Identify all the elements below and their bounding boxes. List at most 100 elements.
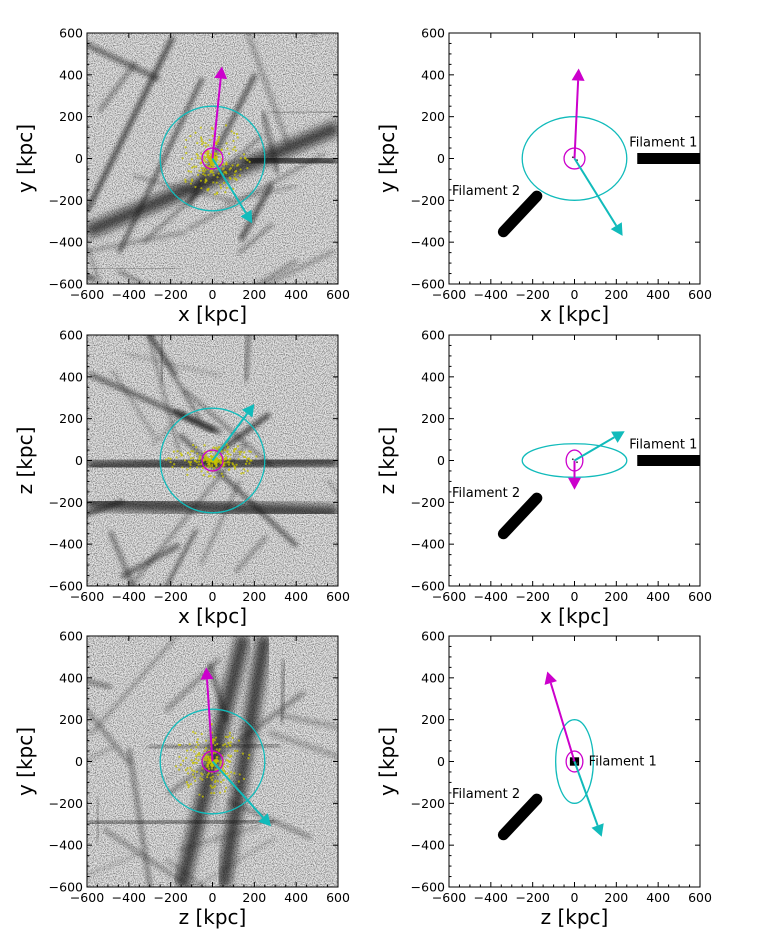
filament-line-2 [497, 190, 543, 238]
y-tick-label: 600 [59, 26, 83, 41]
x-tick-label: 600 [688, 890, 712, 905]
x-tick-label: 600 [688, 589, 712, 604]
halo-particle [217, 138, 220, 141]
halo-particle [195, 741, 199, 744]
halo-particle [237, 739, 241, 742]
halo-particle [164, 458, 168, 461]
halo-particle [202, 473, 205, 477]
halo-particle [219, 781, 223, 784]
halo-particle [214, 779, 217, 782]
halo-particle [204, 142, 207, 145]
y-axis-label: y [kpc] [13, 124, 37, 193]
y-axis-label: y [kpc] [13, 727, 37, 796]
halo-particle [200, 152, 203, 156]
halo-particle [195, 466, 199, 469]
x-tick-label: 0 [209, 589, 217, 604]
halo-particle [248, 450, 251, 453]
halo-particle [179, 763, 182, 766]
density-streak [87, 274, 96, 282]
cyan-arrow-shaft [573, 157, 618, 227]
halo-particle [211, 741, 215, 745]
halo-particle [214, 156, 218, 159]
halo-particle [209, 465, 212, 468]
halo-particle [214, 768, 217, 771]
halo-particle [224, 457, 227, 460]
x-axis-label: x [kpc] [178, 604, 247, 628]
halo-particle [217, 445, 221, 449]
filament-line-2 [497, 492, 543, 540]
density-streak [117, 269, 146, 284]
halo-particle [171, 465, 174, 469]
y-tick-label: 600 [421, 328, 445, 343]
x-axis-label: x [kpc] [178, 302, 247, 326]
halo-particle [191, 166, 194, 169]
density-streak [233, 535, 268, 574]
x-tick-label: 400 [646, 589, 670, 604]
halo-particle [190, 759, 193, 762]
halo-particle [230, 771, 233, 774]
magenta-arrow-shaft [211, 78, 222, 159]
halo-particle [200, 139, 203, 143]
halo-particle [179, 743, 182, 747]
halo-particle [206, 152, 209, 156]
halo-particle [207, 143, 210, 147]
halo-particle [225, 745, 228, 748]
halo-particle [194, 732, 197, 735]
halo-particle [199, 157, 202, 160]
halo-particle [206, 761, 209, 764]
density-streak [95, 796, 100, 843]
halo-particle [211, 764, 214, 768]
halo-particle [206, 458, 209, 461]
x-tick-label: −600 [432, 890, 466, 905]
panel-top-right: Filament 1 Filament 2 −600−600 −400 −400 −200… [375, 26, 712, 327]
density-streak [268, 730, 338, 759]
halo-particle [216, 759, 219, 762]
panel-top-left: −600−600 −400 −400 −200 −200 0 0 200 200 400 400 60… [13, 26, 350, 327]
halo-particle [172, 450, 175, 453]
halo-particle [215, 192, 219, 195]
x-tick-label: −400 [474, 890, 508, 905]
halo-particle [255, 455, 258, 458]
halo-particle [198, 460, 201, 463]
halo-particle [225, 161, 228, 164]
density-streak [89, 636, 178, 736]
halo-particle [206, 773, 209, 776]
halo-particle [210, 126, 213, 129]
y-tick-label: −400 [49, 235, 83, 250]
x-axis-label: x [kpc] [540, 302, 609, 326]
y-tick-label: 200 [59, 109, 83, 124]
density-streak [311, 33, 314, 37]
halo-particle [235, 132, 239, 136]
halo-particle [228, 731, 232, 734]
halo-particle [210, 153, 213, 156]
halo-particle [204, 757, 208, 760]
halo-particle [228, 734, 231, 737]
x-tick-label: −400 [112, 589, 146, 604]
density-streak [87, 852, 142, 876]
panel-bottom-right: Filament 1 Filament 2 −600−600 −400 −400 −200… [375, 629, 712, 930]
halo-particle [220, 450, 223, 453]
y-tick-label: 0 [75, 754, 83, 769]
halo-particle [192, 165, 195, 168]
y-tick-label: 400 [421, 369, 445, 384]
halo-particle [238, 773, 241, 776]
halo-particle [186, 767, 189, 770]
halo-particle [206, 470, 209, 474]
halo-particle [201, 795, 204, 798]
magenta-arrow-head [200, 667, 214, 680]
halo-particle [222, 779, 225, 782]
density-streak [237, 222, 274, 255]
halo-particle [227, 760, 230, 763]
x-tick-label: 0 [571, 890, 579, 905]
cyan-arrow-shaft [573, 436, 615, 462]
filament-band [87, 120, 338, 239]
density-streak [87, 745, 116, 762]
halo-particle [236, 136, 239, 139]
halo-particle [238, 453, 242, 456]
y-tick-label: 200 [421, 712, 445, 727]
halo-particle [213, 791, 216, 795]
halo-particle [219, 760, 222, 763]
halo-particle [200, 772, 203, 775]
halo-particle [224, 454, 227, 457]
halo-particle [242, 777, 246, 780]
